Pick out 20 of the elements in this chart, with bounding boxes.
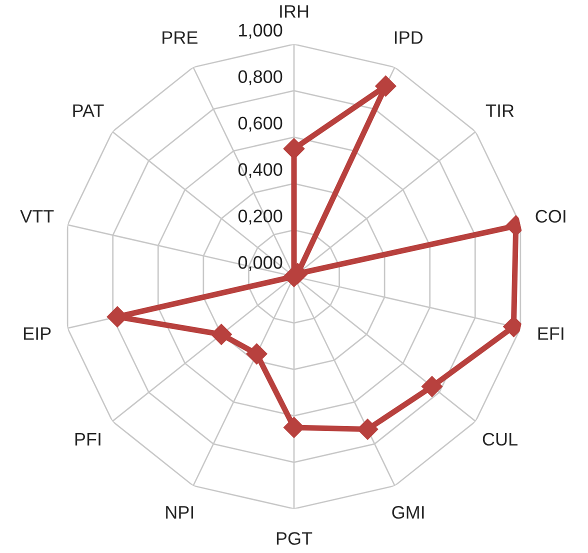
spoke-label: IRH — [280, 5, 308, 18]
spoke-label: EIP — [24, 327, 51, 340]
spoke-label: PGT — [276, 532, 312, 545]
y-tick-label: 0,800 — [238, 70, 282, 86]
spoke-label: IPD — [394, 31, 423, 44]
spoke-label: NPI — [166, 506, 194, 519]
spoke-label: PAT — [73, 104, 104, 117]
spoke-label: TIR — [486, 104, 514, 117]
spoke-label: VTT — [20, 210, 54, 223]
spoke-label: CUL — [482, 432, 518, 446]
spoke-label: PFI — [75, 433, 100, 446]
y-tick-label: 0,600 — [238, 116, 282, 132]
y-tick-label: 0,000 — [238, 256, 282, 271]
y-tick-label: 0,400 — [238, 163, 282, 178]
y-tick-label: 1,000 — [239, 24, 282, 39]
spoke-label: GMI — [392, 506, 424, 519]
spoke-label: COI — [536, 210, 566, 223]
y-tick-label: 0,200 — [238, 210, 282, 225]
spoke-label: PRE — [162, 31, 198, 44]
spoke-label: EFI — [538, 327, 564, 340]
